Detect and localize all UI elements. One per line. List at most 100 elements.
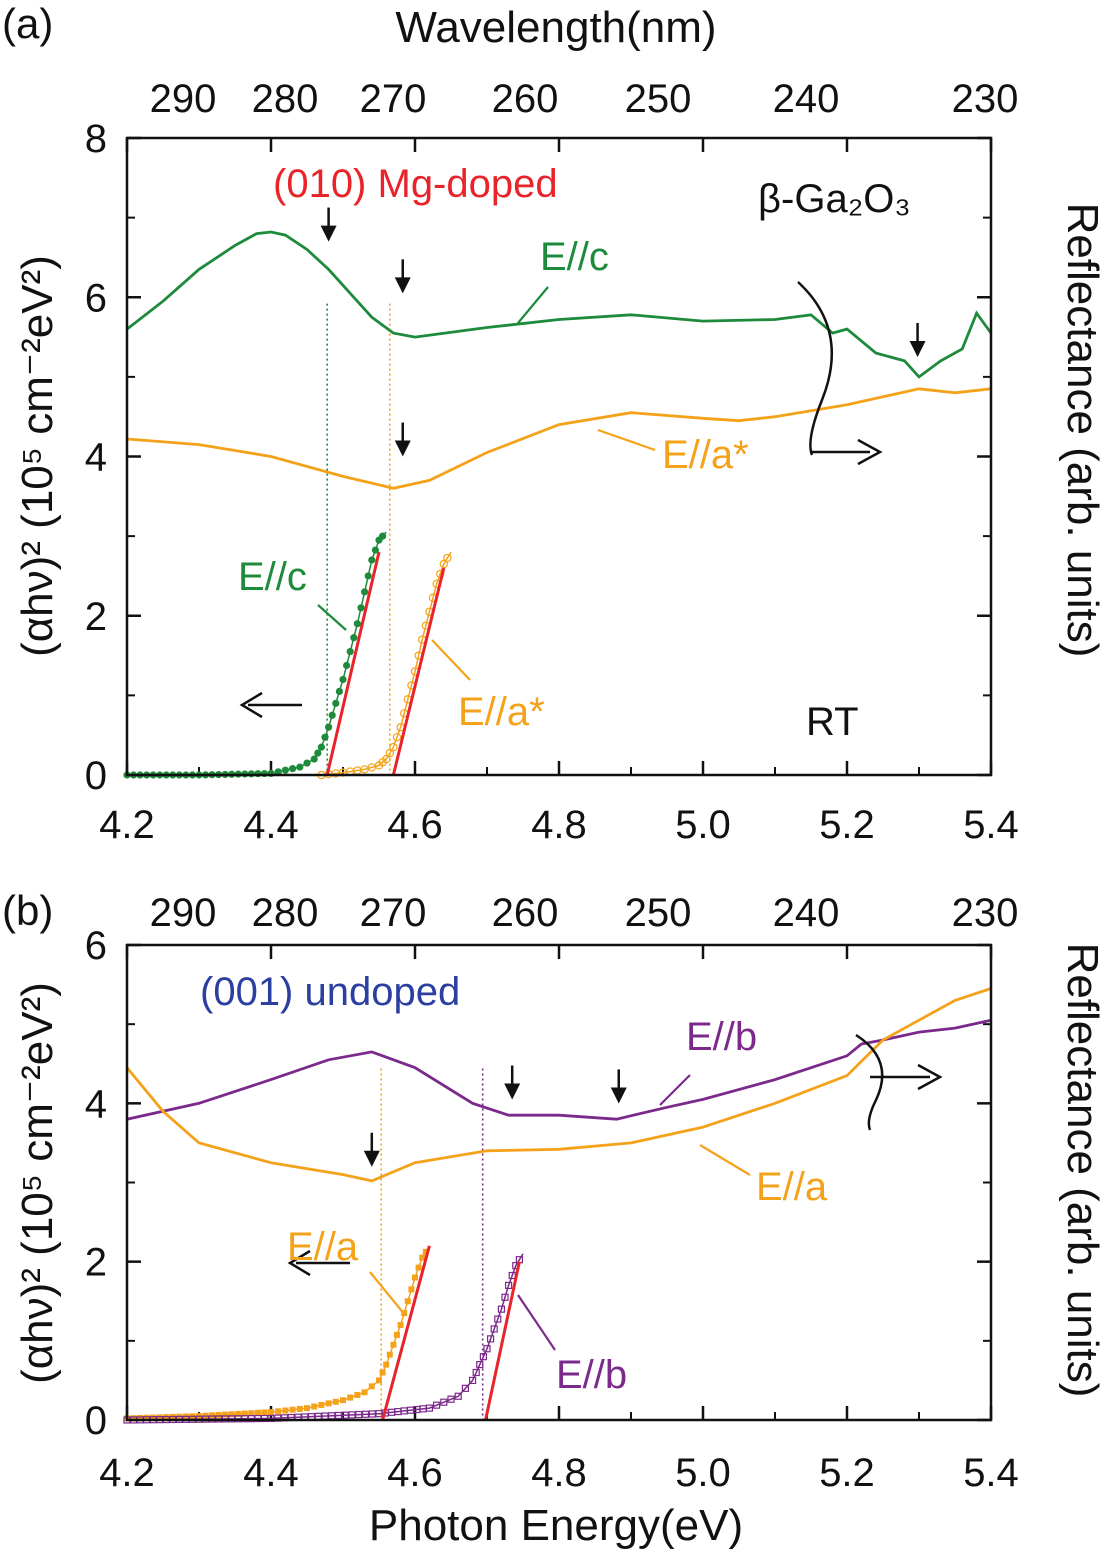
panel-a-right-arrow-head — [857, 438, 883, 466]
panel-a-series-2-point — [325, 723, 333, 731]
panel-b-left-arrow-head — [287, 1249, 311, 1277]
panel-a-series-2-point — [335, 687, 343, 695]
panel-b-series-2-point — [394, 1331, 400, 1338]
panel-a-series-2-point — [357, 604, 365, 612]
panel-a-series-3-point — [392, 732, 402, 742]
panel-b-refl-a-label: E//a — [756, 1165, 828, 1209]
panel-a-marker-arrow-head — [320, 225, 337, 242]
panel-b-abs-b-leader — [517, 1294, 556, 1351]
panel-b-wavelength-tick-label: 280 — [252, 891, 319, 935]
panel-b-series-2-point — [354, 1391, 361, 1398]
panel-b-series-3-point — [487, 1335, 495, 1343]
panel-b-marker-arrow-head — [363, 1150, 380, 1167]
panel-b-ytick-label: 6 — [85, 924, 107, 968]
panel-b-series-2-point — [383, 1361, 390, 1368]
panel-b-series-3-absorption-line — [126, 1253, 524, 1421]
panel-a-series-2-point — [353, 620, 361, 628]
panel-a-xtick-label: 4.6 — [387, 803, 443, 847]
panel-a-label: (a) — [2, 0, 53, 47]
panel-b-series-3-point — [368, 1410, 376, 1418]
panel-b: (b) 4.2 4.4 4.6 4.8 5.0 5.2 5.4 0 2 4 6 290 280 270 26… — [2, 887, 1102, 1550]
panel-b-series-2-point — [422, 1248, 429, 1255]
panel-a-series-2-point — [379, 532, 387, 540]
panel-b-series-3-point — [469, 1376, 477, 1385]
panel-a-top-axis-label: Wavelength(nm) — [395, 3, 716, 52]
panel-b-series-3-point — [328, 1412, 336, 1420]
panel-b-series-3-point — [497, 1305, 505, 1313]
panel-a-xtick-label: 5.4 — [963, 803, 1019, 847]
panel-a-fit-line — [391, 567, 446, 776]
panel-b-fit-line — [381, 1245, 431, 1421]
panel-b-refl-b-label: E//b — [686, 1015, 757, 1059]
panel-a-wavelength-tick-label: 230 — [952, 77, 1019, 121]
panel-a-series-0-reflectance-line — [126, 230, 993, 379]
panel-a-refl-a-leader — [597, 428, 656, 452]
panel-a-left-arrow-head — [239, 691, 263, 719]
panel-a-series-3-point — [385, 748, 394, 758]
panel-a-abs-c-label: E//c — [238, 555, 307, 599]
panel-b-series-2-point — [408, 1286, 415, 1293]
panel-b-series-2-point — [137, 1414, 144, 1421]
panel-b-right-ylabel: Reflectance (arb. units) — [1058, 943, 1102, 1398]
panel-a-material-label: β-Ga₂O₃ — [758, 177, 911, 221]
panel-b-series-2-point — [143, 1414, 150, 1421]
panel-b-fit-line — [484, 1261, 521, 1421]
panel-a-series-2-point — [317, 743, 325, 751]
panel-b-series-2-point — [415, 1264, 422, 1271]
panel-b-series-2-point — [332, 1398, 339, 1405]
panel-b-series-2-point — [228, 1411, 235, 1418]
panel-b-wavelength-tick-label: 270 — [360, 891, 427, 935]
panel-b-right-arrow-head — [917, 1063, 943, 1091]
panel-a-wavelength-tick-label: 250 — [625, 77, 692, 121]
panel-b-series-3-point — [472, 1368, 480, 1377]
panel-b-series-3-point — [505, 1281, 513, 1290]
panel-a-ytick-label: 2 — [85, 595, 107, 639]
panel-a-ytick-label: 4 — [85, 436, 107, 480]
panel-b-wavelength-tick-label: 290 — [150, 891, 217, 935]
panel-a-plot-area: 4.2 4.4 4.6 4.8 5.0 5.2 5.4 0 2 4 6 8 290 280 270 260 25… — [85, 77, 1019, 847]
panel-a-series-2-point — [346, 647, 354, 656]
panel-b-xtick-label: 4.6 — [387, 1451, 443, 1495]
panel-b-series-3-point — [501, 1293, 509, 1301]
panel-b-series-2-point — [248, 1410, 255, 1417]
panel-a-series-2-point — [371, 546, 379, 554]
panel-a-refl-a-label: E//a* — [662, 433, 749, 477]
panel-b-sample-label: (001) undoped — [200, 970, 460, 1014]
panel-a-series-2-point — [368, 556, 376, 564]
panel-b-series-3-point — [461, 1384, 469, 1392]
panel-b-series-1-reflectance-line — [125, 987, 992, 1183]
panel-a-abs-a-label: E//a* — [458, 690, 545, 734]
panel-a-ytick-label: 6 — [85, 276, 107, 320]
panel-a-series-2-point — [289, 765, 297, 773]
panel-b-plot-area: 4.2 4.4 4.6 4.8 5.0 5.2 5.4 0 2 4 6 290 280 270 260 250… — [85, 891, 1019, 1495]
panel-b-xtick-label: 4.4 — [243, 1451, 299, 1495]
panel-b-frame — [125, 943, 993, 1422]
panel-a-series-2-point — [332, 699, 340, 707]
panel-a-wavelength-tick-label: 270 — [360, 77, 427, 121]
panel-a-xtick-label: 4.4 — [243, 803, 299, 847]
panel-b-series-2-point — [241, 1410, 248, 1417]
panel-a: (a) Wavelength(nm) 4.2 4.4 4.6 4.8 5.0 5.2 5.4… — [2, 0, 1102, 847]
panel-b-series-2-point — [311, 1403, 318, 1410]
panel-b-series-2-point — [347, 1394, 354, 1401]
panel-b-series-3-point — [494, 1315, 502, 1323]
panel-b-series-3-point — [348, 1411, 356, 1419]
panel-b-series-2-point — [412, 1274, 418, 1281]
panel-b-series-2-point — [376, 1377, 382, 1384]
panel-a-frame — [125, 136, 993, 777]
panel-a-wavelength-tick-label: 240 — [773, 77, 840, 121]
panel-a-series-2-point — [343, 661, 351, 670]
panel-b-xtick-label: 4.2 — [99, 1451, 155, 1495]
panel-a-reflectance-bracket — [797, 281, 834, 456]
panel-b-series-2-point — [386, 1351, 393, 1358]
panel-b-series-0-reflectance-line — [126, 1018, 992, 1121]
panel-a-marker-arrow-head — [394, 277, 411, 294]
panel-a-series-2-point — [361, 588, 369, 596]
panel-b-ytick-label: 2 — [85, 1241, 107, 1285]
panel-a-xtick-label: 4.2 — [99, 803, 155, 847]
panel-a-series-2-point — [303, 759, 311, 767]
panel-b-refl-b-leader — [659, 1074, 691, 1106]
panel-b-series-3-point — [440, 1398, 448, 1406]
panel-b-series-3-point — [447, 1395, 455, 1403]
panel-b-series-2-point — [368, 1383, 375, 1390]
